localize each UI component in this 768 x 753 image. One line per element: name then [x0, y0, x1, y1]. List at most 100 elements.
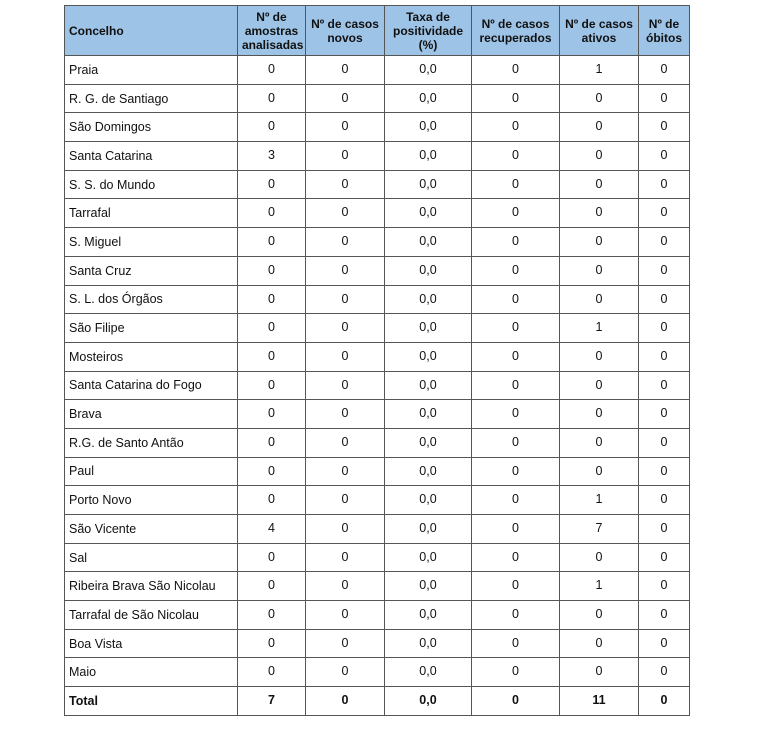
cell-concelho: Sal: [64, 542, 238, 573]
cell-taxa-positividade: 0,0: [384, 112, 472, 143]
cell-casos-novos: 0: [305, 83, 385, 114]
cell-casos-ativos: 0: [559, 370, 639, 401]
cell-casos-novos: 0: [305, 370, 385, 401]
table-row: Sal 0 0 0,0 0 0 0: [64, 542, 690, 573]
cell-casos-novos: 0: [305, 399, 385, 429]
cell-obitos: 0: [638, 227, 690, 257]
cell-casos-ativos: 0: [559, 341, 639, 372]
table-row: São Domingos 0 0 0,0 0 0 0: [64, 112, 690, 143]
cell-casos-ativos: 0: [559, 284, 639, 315]
cell-taxa-positividade: 0,0: [384, 542, 472, 573]
cell-obitos: 0: [638, 313, 690, 343]
cell-taxa-positividade: 0,0: [384, 227, 472, 257]
cell-concelho: Tarrafal: [64, 198, 238, 229]
cell-obitos: 0: [638, 112, 690, 143]
cell-casos-recuperados: 0: [471, 514, 560, 544]
cell-casos-novos: 0: [305, 657, 385, 688]
cell-taxa-positividade: 0,0: [384, 341, 472, 372]
cell-taxa-positividade: 0,0: [384, 141, 472, 171]
cell-casos-novos: 0: [305, 198, 385, 229]
cell-casos-ativos: 0: [559, 542, 639, 573]
cell-casos-recuperados: 0: [471, 55, 560, 85]
cell-amostras: 0: [237, 370, 306, 401]
cell-concelho: Praia: [64, 55, 238, 85]
covid-cases-table: Concelho Nº de amostras analisadas Nº de c…: [64, 5, 690, 716]
cell-casos-ativos: 7: [559, 514, 639, 544]
table-row: Santa Catarina do Fogo 0 0 0,0 0 0 0: [64, 370, 690, 401]
cell-concelho: Boa Vista: [64, 628, 238, 659]
cell-casos-novos: 0: [305, 456, 385, 487]
cell-taxa-positividade: 0,0: [384, 83, 472, 114]
cell-casos-ativos: 0: [559, 628, 639, 659]
cell-casos-novos: 0: [305, 112, 385, 143]
cell-amostras: 0: [237, 284, 306, 315]
cell-amostras: 0: [237, 83, 306, 114]
cell-amostras: 0: [237, 485, 306, 515]
cell-amostras: 0: [237, 169, 306, 200]
cell-casos-ativos: 0: [559, 399, 639, 429]
cell-taxa-positividade: 0,0: [384, 485, 472, 515]
cell-taxa-positividade: 0,0: [384, 313, 472, 343]
cell-obitos: 0: [638, 55, 690, 85]
table-row: Tarrafal de São Nicolau 0 0 0,0 0 0 0: [64, 600, 690, 630]
cell-obitos: 0: [638, 284, 690, 315]
cell-obitos: 0: [638, 141, 690, 171]
cell-amostras: 3: [237, 141, 306, 171]
cell-obitos: 0: [638, 514, 690, 544]
cell-taxa-positividade: 0,0: [384, 514, 472, 544]
header-row: Concelho Nº de amostras analisadas Nº de c…: [64, 5, 690, 56]
cell-amostras: 0: [237, 628, 306, 659]
cell-casos-recuperados: 0: [471, 600, 560, 630]
cell-taxa-positividade: 0,0: [384, 255, 472, 286]
table-row: R. G. de Santiago 0 0 0,0 0 0 0: [64, 83, 690, 114]
cell-taxa-positividade: 0,0: [384, 198, 472, 229]
table-row: São Filipe 0 0 0,0 0 1 0: [64, 313, 690, 343]
cell-casos-recuperados: 0: [471, 427, 560, 458]
cell-concelho: Ribeira Brava São Nicolau: [64, 571, 238, 602]
table-row: S. L. dos Órgãos 0 0 0,0 0 0 0: [64, 284, 690, 315]
cell-obitos: 0: [638, 341, 690, 372]
cell-obitos: 0: [638, 255, 690, 286]
cell-casos-ativos: 0: [559, 227, 639, 257]
table-row: Ribeira Brava São Nicolau 0 0 0,0 0 1 0: [64, 571, 690, 602]
cell-casos-novos: 0: [305, 141, 385, 171]
cell-obitos: 0: [638, 198, 690, 229]
cell-concelho: Tarrafal de São Nicolau: [64, 600, 238, 630]
cell-casos-recuperados: 0: [471, 169, 560, 200]
cell-casos-novos: 0: [305, 341, 385, 372]
header-obitos: Nº de óbitos: [638, 5, 690, 56]
header-amostras: Nº de amostras analisadas: [237, 5, 306, 56]
cell-casos-ativos: 0: [559, 657, 639, 688]
cell-amostras: 7: [237, 686, 306, 716]
cell-amostras: 0: [237, 542, 306, 573]
cell-taxa-positividade: 0,0: [384, 686, 472, 716]
cell-taxa-positividade: 0,0: [384, 284, 472, 315]
cell-casos-novos: 0: [305, 227, 385, 257]
header-casos-ativos: Nº de casos ativos: [559, 5, 639, 56]
table-row: Santa Cruz 0 0 0,0 0 0 0: [64, 255, 690, 286]
cell-casos-novos: 0: [305, 284, 385, 315]
cell-casos-recuperados: 0: [471, 83, 560, 114]
cell-obitos: 0: [638, 485, 690, 515]
cell-casos-ativos: 0: [559, 169, 639, 200]
cell-casos-novos: 0: [305, 485, 385, 515]
cell-obitos: 0: [638, 370, 690, 401]
cell-obitos: 0: [638, 427, 690, 458]
cell-casos-novos: 0: [305, 313, 385, 343]
cell-casos-recuperados: 0: [471, 686, 560, 716]
cell-obitos: 0: [638, 657, 690, 688]
table-row: Boa Vista 0 0 0,0 0 0 0: [64, 628, 690, 659]
cell-casos-recuperados: 0: [471, 341, 560, 372]
cell-casos-novos: 0: [305, 55, 385, 85]
cell-amostras: 0: [237, 112, 306, 143]
cell-concelho: S. Miguel: [64, 227, 238, 257]
cell-obitos: 0: [638, 542, 690, 573]
cell-casos-novos: 0: [305, 514, 385, 544]
cell-obitos: 0: [638, 571, 690, 602]
cell-casos-novos: 0: [305, 686, 385, 716]
table-row: Praia 0 0 0,0 0 1 0: [64, 55, 690, 85]
cell-concelho: Total: [64, 686, 238, 716]
cell-casos-recuperados: 0: [471, 571, 560, 602]
cell-amostras: 0: [237, 399, 306, 429]
table-row: Porto Novo 0 0 0,0 0 1 0: [64, 485, 690, 515]
